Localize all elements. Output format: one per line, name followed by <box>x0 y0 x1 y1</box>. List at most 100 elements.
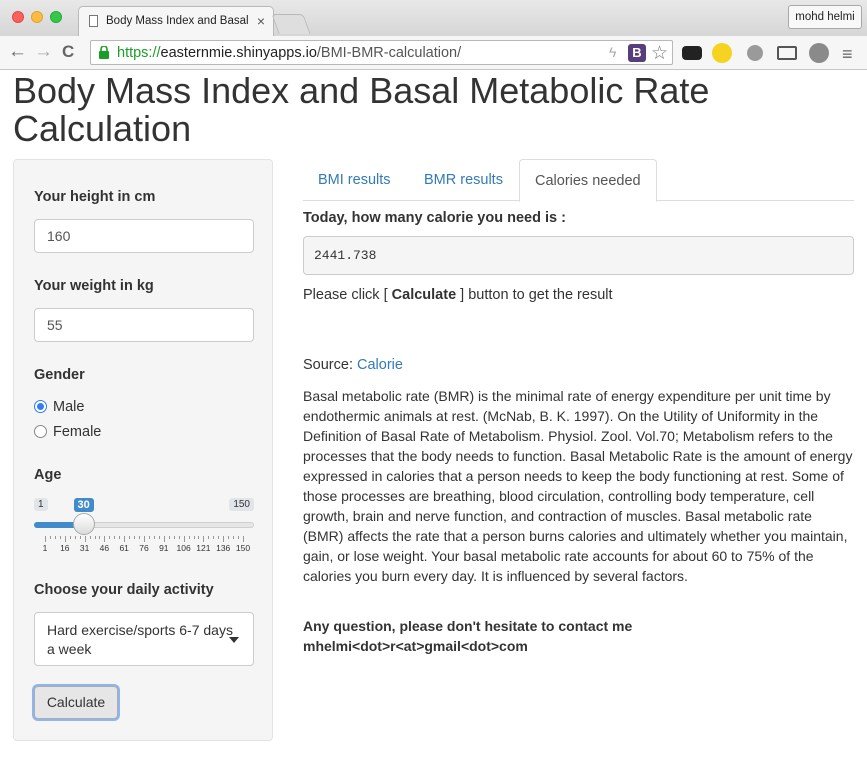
instruction-note: Please click [ Calculate ] button to get… <box>303 287 613 303</box>
gender-option-male[interactable]: Male <box>34 399 84 415</box>
slider-tick <box>198 536 200 539</box>
slider-fill <box>34 522 84 528</box>
globe-extension-icon[interactable] <box>809 43 829 63</box>
activity-selected-value: Hard exercise/sports 6-7 days a week <box>47 622 233 657</box>
slider-tick-label: 16 <box>60 543 70 553</box>
cast-extension-icon[interactable] <box>777 46 797 60</box>
slider-tick <box>45 536 46 542</box>
slider-tick <box>59 536 61 539</box>
slider-tick <box>233 536 235 539</box>
chevron-down-icon <box>229 637 239 643</box>
slider-tick <box>64 536 66 542</box>
radio-male[interactable] <box>34 400 47 413</box>
slider-tick <box>148 536 150 539</box>
tab-bmr-results[interactable]: BMR results <box>424 172 503 188</box>
slider-tick <box>163 536 165 542</box>
calorie-source-link[interactable]: Calorie <box>357 357 403 373</box>
slider-tick <box>89 536 91 539</box>
height-input[interactable]: 160 <box>34 219 254 253</box>
slider-tick-label: 76 <box>139 543 149 553</box>
result-tabs: BMI results BMR results Calories needed <box>303 159 854 202</box>
contact-prompt: Any question, please don't hesitate to c… <box>303 618 633 634</box>
slider-tick <box>119 536 121 539</box>
slider-tick <box>124 536 126 542</box>
activity-select[interactable]: Hard exercise/sports 6-7 days a week <box>34 612 254 666</box>
slider-tick <box>153 536 155 539</box>
slider-tick <box>69 536 71 539</box>
forward-icon[interactable]: → <box>34 41 53 62</box>
address-bar[interactable]: https://easternmie.shinyapps.io/BMI-BMR-… <box>90 40 673 65</box>
back-icon[interactable]: ← <box>8 41 27 62</box>
slider-tick <box>74 536 76 539</box>
check-extension-icon[interactable] <box>747 45 763 61</box>
slider-tick <box>188 536 190 539</box>
close-window-button[interactable] <box>12 11 24 23</box>
slider-tick <box>134 536 136 539</box>
window-titlebar: Body Mass Index and Basal Metab × mohd h… <box>0 0 867 36</box>
tab-close-icon[interactable]: × <box>256 13 265 29</box>
bmr-description: Basal metabolic rate (BMR) is the minima… <box>303 388 853 584</box>
gender-option-female[interactable]: Female <box>34 424 101 440</box>
browser-tab[interactable]: Body Mass Index and Basal Metab × <box>78 6 274 36</box>
slider-tick-label: 1 <box>42 543 48 553</box>
result-heading: Today, how many calorie you need is : <box>303 210 566 226</box>
slider-tick <box>193 536 195 539</box>
page-title: Body Mass Index and Basal Metabolic Rate… <box>13 70 710 149</box>
pacman-extension-icon[interactable] <box>712 43 732 63</box>
slider-tick <box>54 536 56 539</box>
slider-tick <box>114 536 116 539</box>
calculate-button[interactable]: Calculate <box>34 686 118 719</box>
menu-icon[interactable]: ≡ <box>842 44 853 64</box>
slider-tick <box>99 536 101 539</box>
slider-tick-labels: 1 16 31 46 61 76 91 106 121 136 150 <box>34 543 254 555</box>
slider-tick <box>109 536 111 539</box>
slider-tick-label: 121 <box>196 543 211 553</box>
bootstrap-extension-icon[interactable]: B <box>628 44 646 62</box>
document-icon <box>89 15 98 27</box>
weight-input[interactable]: 55 <box>34 308 254 342</box>
slider-tick <box>238 536 240 539</box>
age-slider[interactable]: 1 150 30 1 16 31 46 61 76 91 106 121 136 150 <box>34 498 254 558</box>
slider-tick <box>183 536 185 542</box>
slider-tick <box>79 536 81 539</box>
sidebar-panel: Your height in cm 160 Your weight in kg … <box>13 159 273 741</box>
profile-button[interactable]: mohd helmi <box>788 5 862 29</box>
reload-icon[interactable]: C <box>62 42 75 61</box>
age-label: Age <box>34 467 62 483</box>
slider-tick-label: 136 <box>216 543 231 553</box>
slider-tick <box>168 536 170 539</box>
height-label: Your height in cm <box>34 189 156 205</box>
bookmark-star-icon[interactable]: ☆ <box>651 43 669 64</box>
slider-handle[interactable] <box>72 513 95 535</box>
minimize-window-button[interactable] <box>31 11 43 23</box>
slider-tick-label: 106 <box>176 543 191 553</box>
result-output: 2441.738 <box>303 236 854 275</box>
slider-tick <box>203 536 205 542</box>
lock-icon <box>99 46 109 59</box>
activity-label: Choose your daily activity <box>34 582 214 598</box>
slider-tick <box>218 536 220 539</box>
contact-email: mhelmi<dot>r<at>gmail<dot>com <box>303 638 528 654</box>
tab-calories-needed[interactable]: Calories needed <box>519 159 657 202</box>
tab-bmi-results[interactable]: BMI results <box>318 172 391 188</box>
slider-tick <box>144 536 145 542</box>
source-line: Source: Calorie <box>303 357 403 373</box>
slider-tick <box>243 536 244 542</box>
slider-tick <box>158 536 160 539</box>
contact-info: Any question, please don't hesitate to c… <box>303 616 853 656</box>
slider-tick <box>139 536 141 539</box>
slider-ticks <box>34 536 254 544</box>
url-text: https://easternmie.shinyapps.io/BMI-BMR-… <box>117 45 462 61</box>
slider-tick <box>84 536 86 542</box>
radio-female[interactable] <box>34 425 47 438</box>
new-tab-button[interactable] <box>271 14 311 34</box>
slider-tick <box>178 536 180 539</box>
slider-tick <box>49 536 51 539</box>
slider-tick <box>94 536 96 539</box>
age-value-label: 30 <box>73 498 94 512</box>
slider-tick-label: 150 <box>235 543 251 553</box>
slider-tick <box>228 536 230 539</box>
maximize-window-button[interactable] <box>50 11 62 23</box>
mask-extension-icon[interactable] <box>682 46 702 60</box>
slider-tick <box>104 536 106 542</box>
